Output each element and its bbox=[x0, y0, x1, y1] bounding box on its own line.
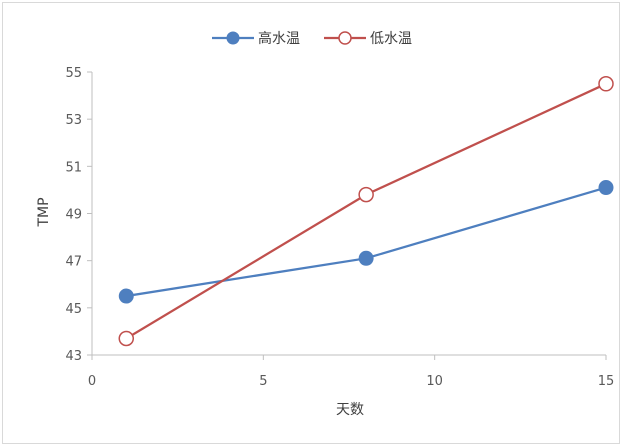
data-point bbox=[358, 186, 374, 203]
x-tick-label: 0 bbox=[88, 374, 96, 389]
x-tick-label: 5 bbox=[259, 374, 267, 389]
y-tick-label: 53 bbox=[65, 113, 82, 128]
series-line bbox=[125, 82, 607, 340]
y-axis: 43 45 47 49 51 53 55 bbox=[65, 66, 93, 364]
data-point bbox=[598, 180, 614, 196]
x-axis: 0 5 10 15 bbox=[88, 354, 615, 389]
legend-entry-2: 低水温 bbox=[324, 31, 412, 47]
chart-frame bbox=[2, 2, 620, 444]
x-tick-label: 10 bbox=[426, 374, 443, 389]
data-point bbox=[118, 330, 135, 347]
y-tick-label: 51 bbox=[65, 160, 82, 175]
y-tick-label: 47 bbox=[65, 255, 82, 270]
data-point bbox=[598, 76, 614, 92]
y-tick-label: 49 bbox=[65, 208, 82, 223]
data-point bbox=[358, 250, 374, 266]
plot-area bbox=[118, 76, 614, 347]
y-tick-label: 55 bbox=[65, 66, 82, 81]
legend-marker bbox=[226, 31, 240, 45]
legend-label: 低水温 bbox=[370, 31, 412, 47]
data-point bbox=[118, 288, 134, 304]
legend-entry-1: 高水温 bbox=[212, 30, 300, 47]
x-axis-title: 天数 bbox=[336, 402, 364, 418]
series-line bbox=[126, 186, 607, 298]
y-tick-label: 45 bbox=[65, 302, 82, 317]
x-tick-label: 15 bbox=[598, 374, 615, 389]
series-2 bbox=[118, 76, 614, 347]
legend-marker bbox=[338, 31, 352, 45]
series-1 bbox=[118, 180, 614, 304]
legend: 高水温 低水温 bbox=[212, 30, 412, 47]
y-tick-label: 43 bbox=[65, 349, 82, 364]
legend-label: 高水温 bbox=[258, 30, 300, 47]
y-axis-title: TMP bbox=[36, 197, 52, 227]
